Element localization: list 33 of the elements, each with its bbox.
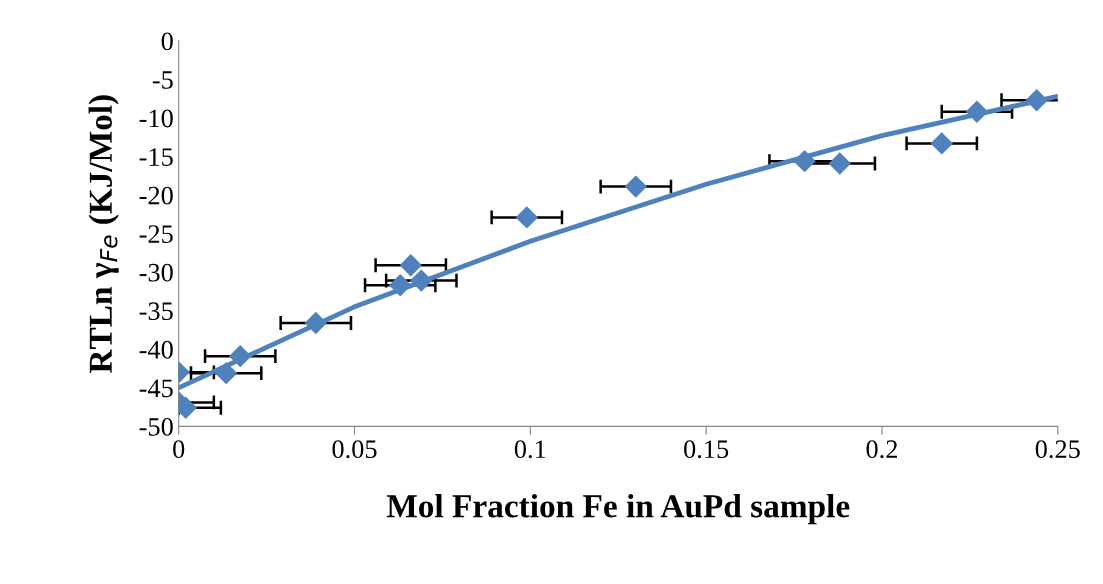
point [828, 152, 851, 175]
x-tick-label: 0 [173, 440, 185, 459]
y-tick-label: 0 [161, 32, 173, 51]
point [214, 361, 238, 385]
x-tick-label: 0.2 [866, 440, 897, 459]
x-tick-label: 0.05 [332, 440, 377, 459]
y-tick-label: -40 [139, 340, 173, 359]
point [1025, 89, 1048, 112]
y-axis-title: RTLn γ$_{Fe}$ (KJ/Mol) [88, 95, 119, 374]
point [229, 344, 252, 368]
x-tick-label: 0.15 [684, 440, 729, 459]
point [304, 311, 328, 335]
y-tick-label: -30 [139, 263, 173, 282]
point [965, 100, 989, 123]
point [410, 269, 433, 292]
y-tick-label: -50 [139, 417, 173, 436]
line-series [178, 93, 1058, 391]
y-tick-label: -45 [139, 379, 173, 398]
y-tick-label: -5 [152, 71, 173, 89]
point [624, 175, 648, 198]
x-tick-label: 0.1 [514, 440, 546, 459]
x-tick-label: 0.25 [1035, 440, 1080, 459]
y-tick-label: -25 [139, 225, 173, 244]
point [389, 274, 412, 297]
y-tick-label: -10 [139, 109, 173, 128]
y-tick-label: -15 [139, 148, 173, 166]
point [515, 206, 538, 229]
point [399, 254, 422, 277]
point [930, 132, 953, 155]
x-axis-title: Mol Fraction Fe in AuPd sample [386, 494, 850, 525]
y-tick-label: -35 [139, 302, 173, 321]
point [793, 149, 816, 173]
y-tick-label: -20 [139, 186, 173, 205]
